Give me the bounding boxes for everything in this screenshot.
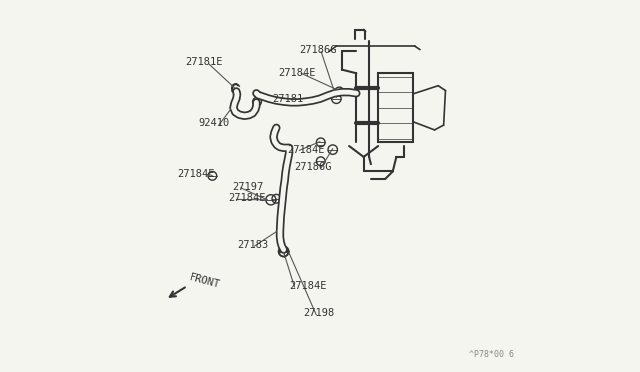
Text: FRONT: FRONT xyxy=(188,272,221,290)
Text: 27181E: 27181E xyxy=(186,57,223,67)
Text: 27184E: 27184E xyxy=(287,145,324,155)
Text: 27184E: 27184E xyxy=(177,169,214,179)
Text: 27184E: 27184E xyxy=(228,193,266,203)
Bar xyxy=(378,73,413,142)
Text: 27184E: 27184E xyxy=(289,281,326,291)
Text: 27181: 27181 xyxy=(273,94,304,104)
Text: 27198: 27198 xyxy=(303,308,334,318)
Text: 92410: 92410 xyxy=(198,118,229,128)
Text: 27183: 27183 xyxy=(237,240,268,250)
Text: 27197: 27197 xyxy=(233,182,264,192)
Text: 27184E: 27184E xyxy=(278,68,316,77)
Text: 27186G: 27186G xyxy=(299,45,337,55)
Text: 27186G: 27186G xyxy=(294,162,332,172)
Text: ^P78*00 6: ^P78*00 6 xyxy=(469,350,514,359)
